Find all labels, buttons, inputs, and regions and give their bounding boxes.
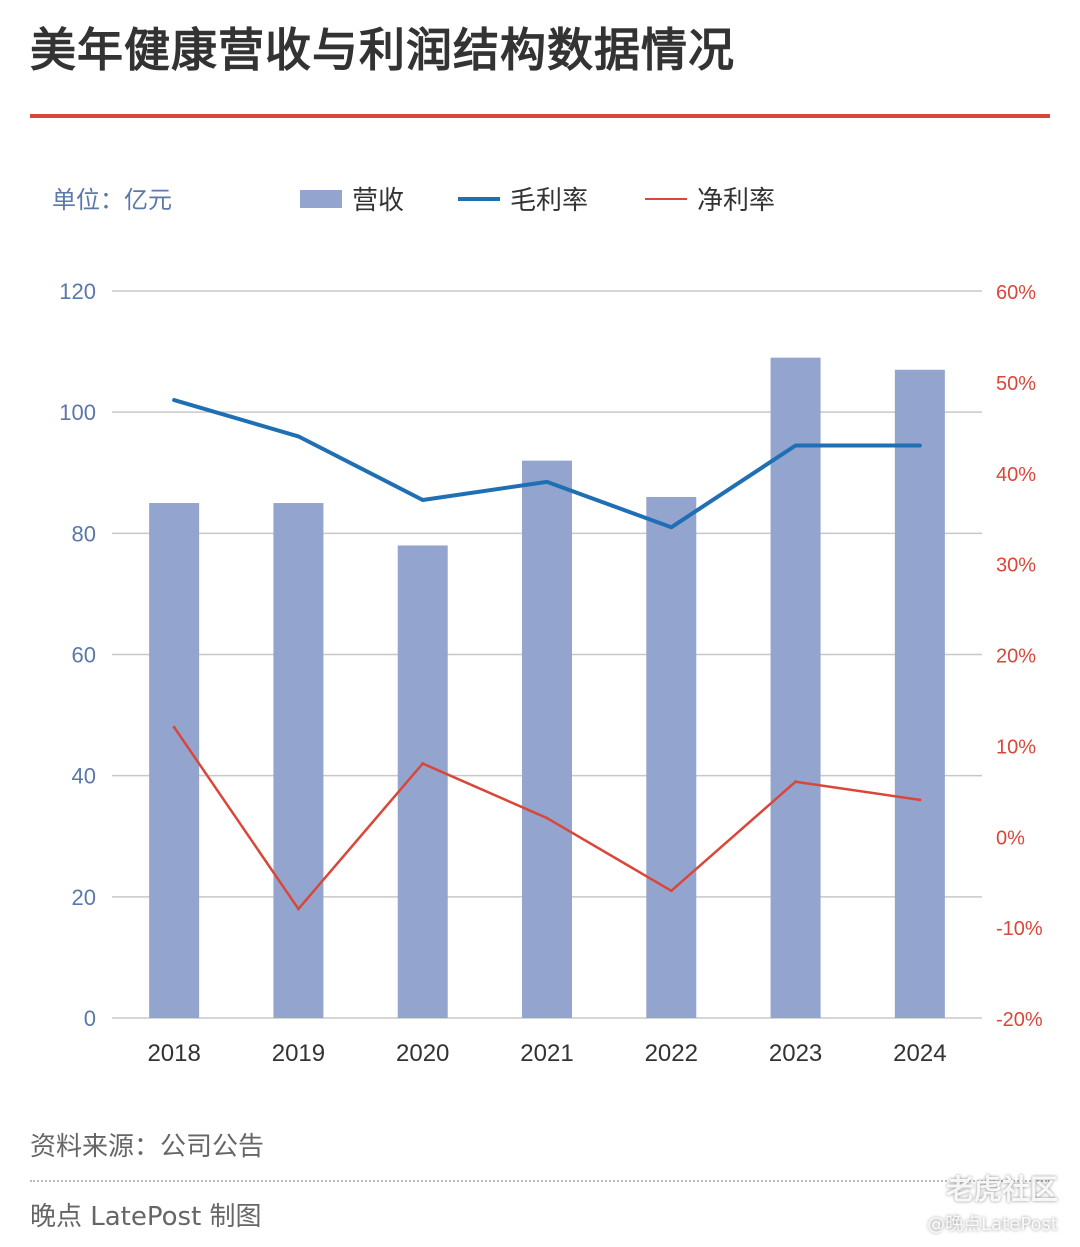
left-axis-tick-label: 100 (59, 400, 96, 425)
gross-margin-point (296, 434, 300, 438)
unit-label: 单位：亿元 (52, 186, 172, 214)
gross-margin-point (172, 398, 176, 402)
watermark-site: 老虎社区 (945, 1173, 1058, 1206)
right-axis-tick-label: 50% (996, 373, 1036, 395)
net-margin-point (794, 780, 798, 784)
right-axis-tick-label: 40% (996, 464, 1036, 486)
revenue-bar (149, 503, 200, 1019)
left-axis-tick-label: 40 (72, 764, 96, 789)
left-axis-tick-label: 0 (84, 1006, 96, 1031)
net-margin-point (421, 762, 425, 766)
credit-note: 晚点 LatePost 制图 (30, 1202, 262, 1232)
x-axis-tick-label: 2024 (893, 1040, 946, 1067)
legend-gross-margin: 毛利率 (458, 180, 588, 217)
x-axis-tick-label: 2021 (520, 1040, 573, 1067)
right-axis-tick-label: 60% (996, 282, 1036, 304)
right-axis-tick-label: -10% (996, 918, 1043, 940)
legend-revenue-label: 营收 (352, 186, 405, 216)
left-axis-tick-label: 80 (72, 521, 96, 546)
legend-revenue: 营收 (300, 180, 404, 217)
right-axis-tick-label: 10% (996, 736, 1036, 758)
revenue-bar (894, 369, 945, 1019)
x-axis-tick-label: 2020 (396, 1040, 449, 1067)
legend-revenue-swatch (300, 189, 342, 208)
x-axis-tick-label: 2023 (769, 1040, 822, 1067)
left-axis-tick-label: 120 (59, 279, 96, 304)
net-margin-point (296, 907, 300, 911)
legend-gross-margin-label: 毛利率 (510, 186, 589, 216)
right-axis-tick-label: 0% (996, 827, 1025, 849)
right-axis-tick-label: 30% (996, 555, 1036, 577)
revenue-bar (273, 503, 324, 1019)
watermark-handle: @晚点LatePost (927, 1214, 1058, 1235)
net-margin-point (172, 725, 176, 729)
gross-margin-point (794, 443, 798, 447)
revenue-bar (646, 496, 697, 1018)
gross-margin-point (421, 498, 425, 502)
net-margin-point (545, 816, 549, 820)
footer-divider (30, 1180, 1050, 1182)
gross-margin-point (545, 480, 549, 484)
legend-net-margin-swatch (645, 197, 687, 200)
net-margin-point (669, 889, 673, 893)
revenue-bar (522, 460, 572, 1019)
right-axis-tick-label: 20% (996, 646, 1036, 668)
revenue-bar (397, 545, 448, 1018)
x-axis-tick-label: 2019 (272, 1040, 325, 1067)
x-axis-tick-label: 2018 (147, 1040, 200, 1067)
chart-title: 美年健康营收与利润结构数据情况 (30, 23, 735, 77)
legend-gross-margin-swatch (458, 196, 500, 201)
title-divider (30, 114, 1050, 118)
net-margin-point (918, 798, 922, 802)
legend-net-margin: 净利率 (645, 180, 775, 217)
revenue-bar (770, 357, 821, 1018)
left-axis-tick-label: 20 (72, 885, 96, 910)
left-axis-tick-label: 60 (72, 643, 96, 668)
x-axis-tick-label: 2022 (645, 1040, 698, 1067)
combo-chart: 0 20 40 60 80 100 120 -20% -10% 0% 10% 20% 30% 40% 50%… (59, 279, 1043, 1067)
gross-margin-point (918, 443, 922, 447)
gross-margin-point (669, 525, 673, 529)
legend-net-margin-label: 净利率 (697, 186, 776, 216)
source-note: 资料来源：公司公告 (30, 1132, 265, 1162)
right-axis-tick-label: -20% (996, 1009, 1043, 1031)
